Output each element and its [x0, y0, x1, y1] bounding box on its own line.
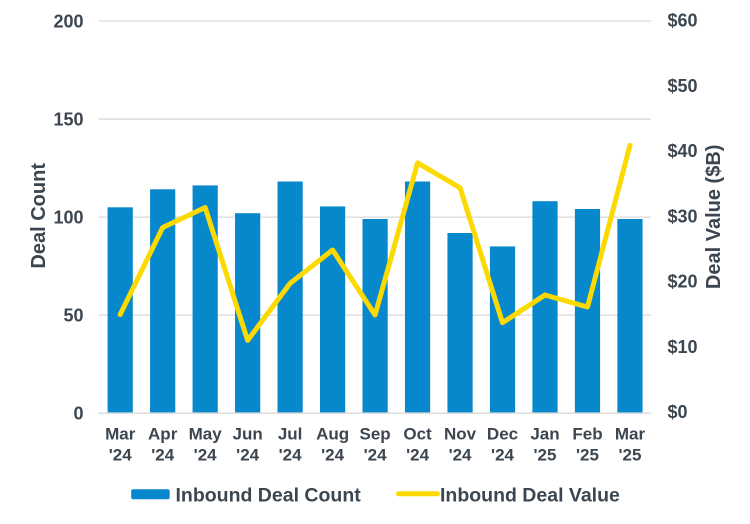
svg-text:Deal Count: Deal Count — [28, 163, 50, 269]
svg-text:$20: $20 — [668, 272, 698, 292]
svg-text:Oct: Oct — [403, 424, 432, 443]
svg-text:$30: $30 — [668, 206, 698, 226]
svg-text:Sep: Sep — [359, 424, 390, 443]
svg-text:Nov: Nov — [444, 424, 477, 443]
svg-text:'25: '25 — [576, 445, 599, 464]
svg-text:'24: '24 — [236, 445, 259, 464]
svg-text:$50: $50 — [668, 76, 698, 96]
svg-text:Apr: Apr — [148, 424, 178, 443]
svg-text:100: 100 — [53, 208, 83, 228]
svg-text:'24: '24 — [109, 445, 132, 464]
svg-text:Jan: Jan — [530, 424, 559, 443]
svg-text:200: 200 — [53, 12, 83, 32]
svg-text:Feb: Feb — [572, 424, 602, 443]
svg-text:Jun: Jun — [233, 424, 263, 443]
svg-text:May: May — [189, 424, 223, 443]
svg-text:Jul: Jul — [278, 424, 303, 443]
svg-text:'24: '24 — [194, 445, 217, 464]
svg-text:150: 150 — [53, 110, 83, 130]
svg-text:Mar: Mar — [615, 424, 646, 443]
svg-text:0: 0 — [73, 404, 83, 424]
svg-text:'24: '24 — [279, 445, 302, 464]
svg-text:Mar: Mar — [105, 424, 136, 443]
svg-text:$60: $60 — [668, 11, 698, 31]
svg-text:'25: '25 — [534, 445, 557, 464]
svg-text:Deal Value ($B): Deal Value ($B) — [703, 145, 725, 290]
svg-text:$40: $40 — [668, 141, 698, 161]
svg-text:'24: '24 — [364, 445, 387, 464]
svg-text:'24: '24 — [491, 445, 514, 464]
svg-text:Inbound Deal Count: Inbound Deal Count — [176, 485, 362, 507]
svg-text:$0: $0 — [668, 402, 688, 422]
svg-text:50: 50 — [63, 306, 83, 326]
svg-text:$10: $10 — [668, 337, 698, 357]
svg-text:Inbound Deal Value: Inbound Deal Value — [440, 485, 620, 507]
svg-text:'25: '25 — [618, 445, 641, 464]
svg-text:'24: '24 — [151, 445, 174, 464]
svg-text:'24: '24 — [449, 445, 472, 464]
svg-text:'24: '24 — [406, 445, 429, 464]
svg-text:Dec: Dec — [487, 424, 518, 443]
svg-text:'24: '24 — [321, 445, 344, 464]
svg-text:Aug: Aug — [316, 424, 349, 443]
